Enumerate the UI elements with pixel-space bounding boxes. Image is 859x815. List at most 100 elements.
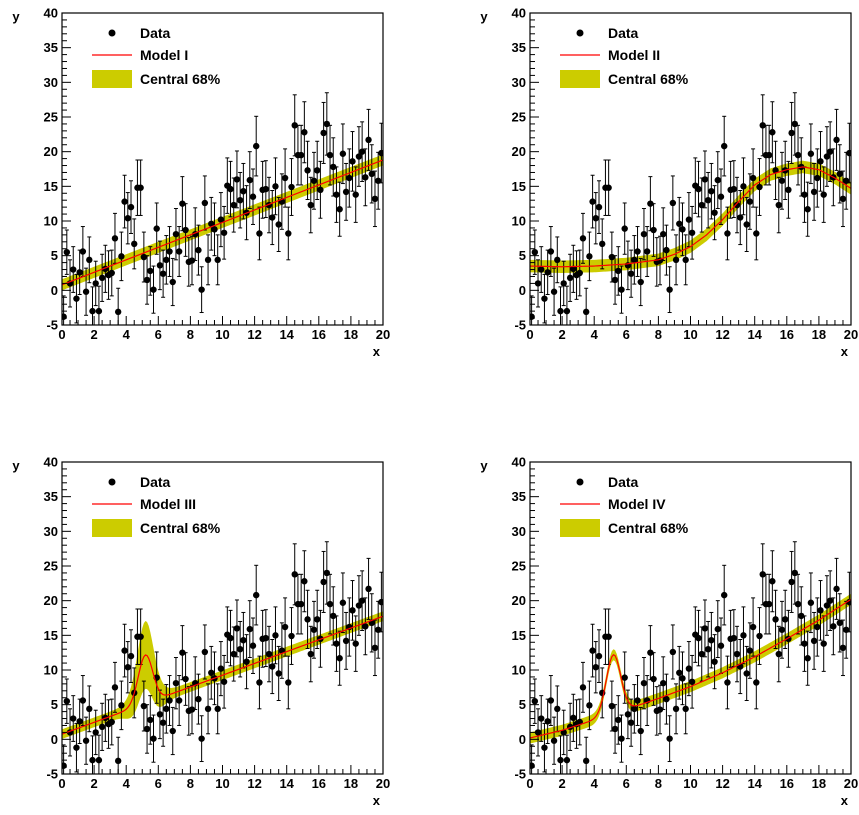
y-tick-label: 35 — [512, 489, 526, 504]
x-axis-label: x — [373, 793, 381, 808]
plot-area — [62, 541, 383, 774]
data-point — [753, 679, 760, 686]
data-point — [240, 636, 247, 644]
x-tick-label: 12 — [247, 327, 261, 342]
y-tick-label: 20 — [44, 144, 58, 159]
data-point — [79, 248, 87, 255]
data-point — [621, 225, 628, 232]
data-point — [791, 120, 799, 128]
data-point — [530, 313, 535, 320]
data-point — [217, 665, 225, 672]
data-point — [798, 612, 805, 620]
data-point — [701, 176, 709, 183]
data-point — [275, 670, 282, 677]
data-point — [570, 714, 577, 722]
data-point — [378, 598, 383, 606]
data-point — [326, 151, 334, 159]
data-point — [297, 600, 305, 608]
data-point — [256, 679, 263, 686]
data-point — [243, 658, 250, 665]
data-point — [682, 256, 689, 264]
legend-marker-band — [560, 519, 600, 537]
data-point — [124, 215, 132, 222]
data-point — [175, 248, 183, 255]
data-point — [605, 184, 612, 191]
data-point — [708, 636, 715, 644]
data-point — [269, 663, 276, 670]
data-point — [804, 655, 811, 662]
data-point — [570, 265, 577, 273]
data-point — [801, 640, 808, 647]
data-point — [124, 664, 132, 671]
x-tick-label: 0 — [58, 327, 65, 342]
data-point — [643, 248, 651, 255]
data-point — [563, 756, 571, 764]
data-point — [310, 177, 318, 184]
data-point — [804, 206, 811, 213]
data-point — [62, 762, 67, 769]
legend-label-model: Model II — [608, 47, 660, 63]
data-series — [62, 541, 383, 774]
data-point — [823, 602, 831, 609]
x-tick-label: 18 — [344, 327, 358, 342]
data-point — [368, 170, 375, 178]
data-point — [679, 675, 686, 682]
data-point — [637, 727, 644, 735]
y-tick-label: 35 — [512, 40, 526, 55]
data-point — [756, 632, 763, 640]
data-point — [663, 695, 670, 703]
data-point — [182, 226, 189, 234]
y-tick-label: 10 — [44, 663, 58, 678]
plot-area — [530, 541, 851, 774]
x-tick-label: 8 — [655, 776, 662, 791]
data-point — [611, 276, 619, 284]
data-point — [830, 623, 837, 630]
data-point — [660, 679, 667, 687]
data-point — [538, 715, 545, 722]
y-tick-label: 0 — [519, 283, 526, 298]
data-point — [172, 679, 180, 687]
y-tick-label: 35 — [44, 40, 58, 55]
data-point — [685, 665, 693, 672]
data-point — [63, 698, 71, 705]
data-point — [810, 637, 818, 645]
y-axis-label: y — [12, 9, 20, 24]
data-point — [530, 762, 535, 769]
data-point — [70, 266, 77, 273]
data-point — [788, 578, 795, 586]
data-point — [672, 705, 680, 713]
y-tick-label: 5 — [519, 697, 526, 712]
y-tick-label: 30 — [44, 75, 58, 90]
data-point — [82, 288, 90, 295]
data-point — [618, 735, 625, 742]
data-point — [320, 578, 327, 586]
data-point — [698, 201, 705, 209]
x-tick-label: 0 — [58, 776, 65, 791]
legend-label-model: Model IV — [608, 496, 666, 512]
data-point — [285, 230, 292, 237]
x-tick-label: 2 — [558, 776, 565, 791]
data-point — [544, 718, 551, 725]
data-point — [301, 129, 308, 136]
legend-label-data: Data — [608, 25, 639, 41]
y-tick-label: 0 — [51, 283, 58, 298]
data-point — [362, 174, 369, 181]
data-point — [611, 725, 619, 733]
data-point — [647, 200, 654, 207]
data-point — [666, 286, 673, 293]
data-point — [201, 199, 209, 207]
data-point — [204, 256, 212, 264]
data-point — [579, 235, 587, 242]
data-point — [833, 585, 840, 593]
data-point — [214, 256, 221, 264]
data-point — [711, 209, 718, 216]
x-tick-label: 6 — [623, 776, 630, 791]
data-point — [557, 307, 564, 315]
y-tick-label: 5 — [51, 248, 58, 263]
y-tick-label: 10 — [512, 214, 526, 229]
data-point — [256, 230, 263, 237]
data-point — [730, 185, 738, 193]
data-point — [579, 684, 587, 691]
data-point — [740, 183, 747, 190]
data-point — [647, 649, 654, 656]
